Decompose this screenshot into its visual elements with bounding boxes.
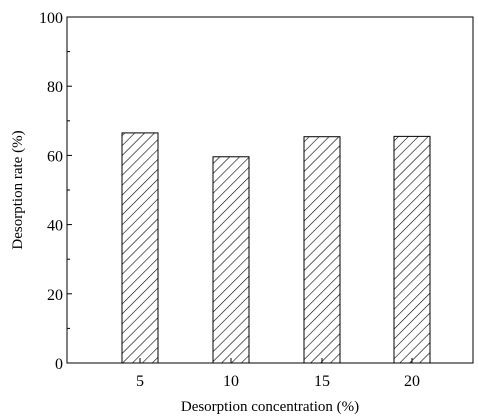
bars-group	[121, 132, 431, 364]
x-axis-title: Desorption concentration (%)	[181, 399, 359, 415]
x-tick-label: 20	[404, 373, 420, 390]
y-tick-label: 60	[47, 148, 63, 165]
bar-10	[212, 156, 250, 364]
bar-15	[303, 136, 341, 364]
y-axis-title: Desorption rate (%)	[10, 130, 26, 249]
y-tick-label: 0	[55, 356, 63, 373]
x-tick-label: 5	[136, 373, 144, 390]
bar-20	[393, 135, 431, 364]
y-tick-label: 40	[47, 218, 63, 235]
y-axis-ticks: 0 20 40 60 80 100	[39, 10, 72, 373]
x-axis-ticks: 5 10 15 20	[136, 358, 420, 390]
y-tick-label: 20	[47, 287, 63, 304]
y-tick-label: 100	[39, 10, 63, 27]
y-tick-label: 80	[47, 79, 63, 96]
bar-5	[121, 132, 159, 364]
x-tick-label: 15	[314, 373, 330, 390]
x-tick-label: 10	[223, 373, 239, 390]
